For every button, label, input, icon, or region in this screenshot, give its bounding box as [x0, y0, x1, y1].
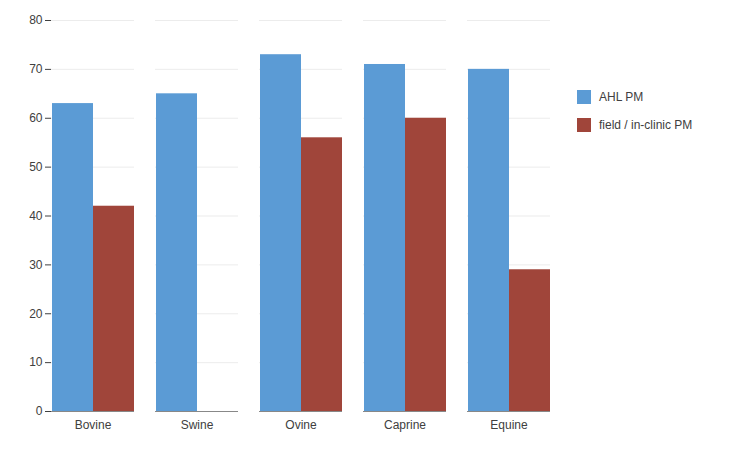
svg-text:Ovine: Ovine: [285, 418, 317, 432]
svg-text:60: 60: [29, 111, 43, 125]
html-text:field / in-clinic PM: field / in-clinic PM: [599, 118, 693, 132]
html-text:AHL PM: AHL PM: [599, 90, 644, 104]
svg-text:Swine: Swine: [181, 418, 214, 432]
svg-text:80: 80: [29, 13, 43, 27]
svg-text:10: 10: [29, 355, 43, 369]
svg-text:40: 40: [29, 209, 43, 223]
svg-text:Caprine: Caprine: [384, 418, 426, 432]
svg-text:Equine: Equine: [490, 418, 528, 432]
svg-text:30: 30: [29, 258, 43, 272]
svg-text:Bovine: Bovine: [75, 418, 112, 432]
svg-text:20: 20: [29, 307, 43, 321]
svg-text:50: 50: [29, 160, 43, 174]
svg-text:70: 70: [29, 62, 43, 76]
svg-text:0: 0: [36, 404, 43, 418]
